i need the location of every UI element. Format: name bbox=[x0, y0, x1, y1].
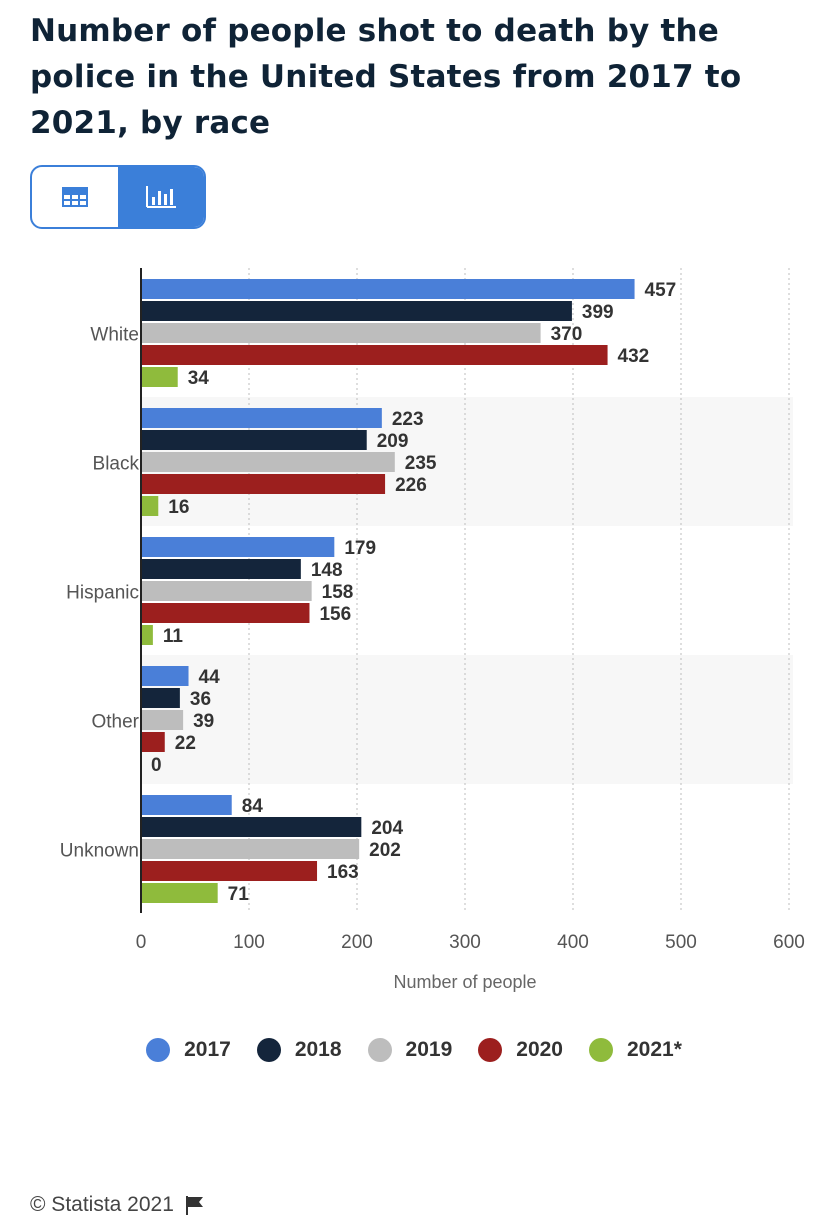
legend-item[interactable]: 2018 bbox=[256, 1038, 342, 1062]
bar-other-2017 bbox=[141, 666, 189, 686]
value-label: 202 bbox=[369, 840, 401, 861]
value-label: 11 bbox=[163, 626, 184, 647]
category-label: Hispanic bbox=[66, 583, 139, 604]
bar-white-2021 bbox=[141, 367, 178, 387]
x-tick-label: 500 bbox=[665, 932, 697, 953]
legend-item[interactable]: 2017 bbox=[146, 1038, 231, 1062]
bar-black-2020 bbox=[141, 474, 386, 494]
value-label: 16 bbox=[168, 497, 189, 518]
legend-label: 2019 bbox=[405, 1038, 453, 1061]
legend-item[interactable]: 2019 bbox=[367, 1038, 453, 1062]
value-label: 235 bbox=[405, 453, 437, 474]
bar-chart-icon bbox=[146, 186, 176, 208]
legend-label: 2020 bbox=[516, 1038, 563, 1061]
value-label: 36 bbox=[190, 689, 211, 710]
legend-item[interactable]: 2021* bbox=[588, 1038, 682, 1062]
value-label: 432 bbox=[618, 346, 650, 367]
value-label: 22 bbox=[175, 733, 196, 754]
legend-dot bbox=[478, 1038, 503, 1062]
value-label: 223 bbox=[392, 409, 424, 430]
category-label: Black bbox=[93, 454, 140, 475]
value-label: 163 bbox=[327, 862, 359, 883]
legend-item[interactable]: 2020 bbox=[478, 1038, 563, 1062]
view-toggle bbox=[30, 165, 206, 229]
legend-dot bbox=[588, 1038, 613, 1062]
value-label: 399 bbox=[582, 302, 614, 323]
x-tick-label: 0 bbox=[136, 932, 147, 953]
value-label: 84 bbox=[242, 796, 264, 817]
bar-hispanic-2019 bbox=[141, 581, 312, 601]
legend-dot bbox=[367, 1038, 392, 1062]
value-label: 71 bbox=[228, 884, 250, 905]
legend-label: 2017 bbox=[184, 1038, 231, 1061]
x-tick-label: 400 bbox=[557, 932, 589, 953]
value-label: 209 bbox=[377, 431, 409, 452]
bar-unknown-2019 bbox=[141, 839, 360, 859]
value-label: 226 bbox=[395, 475, 427, 496]
value-label: 44 bbox=[199, 667, 221, 688]
bar-black-2018 bbox=[141, 430, 367, 450]
bar-hispanic-2018 bbox=[141, 559, 301, 579]
value-label: 158 bbox=[322, 582, 354, 603]
bar-hispanic-2021 bbox=[141, 625, 153, 645]
x-axis-title: Number of people bbox=[393, 972, 536, 992]
bar-black-2019 bbox=[141, 452, 395, 472]
chart-title: Number of people shot to death by the po… bbox=[30, 13, 742, 141]
value-label: 204 bbox=[371, 818, 403, 839]
value-label: 370 bbox=[551, 324, 583, 345]
x-tick-label: 300 bbox=[449, 932, 481, 953]
x-tick-label: 100 bbox=[233, 932, 265, 953]
bar-unknown-2017 bbox=[141, 795, 232, 815]
bar-unknown-2018 bbox=[141, 817, 362, 837]
value-label: 34 bbox=[188, 368, 210, 389]
category-label: Unknown bbox=[60, 841, 139, 862]
flag-icon[interactable] bbox=[184, 1194, 206, 1216]
bar-white-2020 bbox=[141, 345, 608, 365]
legend-label: 2021* bbox=[626, 1038, 682, 1061]
bar-white-2017 bbox=[141, 279, 635, 299]
bar-unknown-2021 bbox=[141, 883, 218, 903]
bar-unknown-2020 bbox=[141, 861, 318, 881]
table-icon bbox=[62, 187, 88, 207]
bar-white-2019 bbox=[141, 323, 541, 343]
x-tick-label: 200 bbox=[341, 932, 373, 953]
legend-label: 2018 bbox=[294, 1038, 342, 1061]
bar-other-2018 bbox=[141, 688, 180, 708]
copyright-text: © Statista 2021 bbox=[30, 1193, 174, 1216]
legend-dot bbox=[146, 1038, 171, 1062]
footer: © Statista 2021 bbox=[30, 1193, 206, 1217]
category-label: Other bbox=[91, 712, 139, 733]
table-view-button[interactable] bbox=[32, 167, 118, 227]
value-label: 0 bbox=[151, 755, 162, 776]
value-label: 179 bbox=[344, 538, 376, 559]
value-label: 39 bbox=[193, 711, 214, 732]
category-label: White bbox=[90, 325, 139, 346]
legend-dot bbox=[256, 1038, 281, 1062]
bar-other-2020 bbox=[141, 732, 165, 752]
bar-black-2017 bbox=[141, 408, 382, 428]
bar-black-2021 bbox=[141, 496, 159, 516]
value-label: 156 bbox=[319, 604, 351, 625]
bar-hispanic-2020 bbox=[141, 603, 310, 623]
chart-view-button[interactable] bbox=[118, 167, 204, 227]
band-shade bbox=[141, 655, 793, 784]
x-tick-label: 600 bbox=[773, 932, 805, 953]
legend: 2017 2018 2019 2020 2021* bbox=[0, 1038, 828, 1062]
bar-white-2018 bbox=[141, 301, 572, 321]
value-label: 148 bbox=[311, 560, 343, 581]
value-label: 457 bbox=[645, 280, 677, 301]
bar-hispanic-2017 bbox=[141, 537, 335, 557]
bar-other-2019 bbox=[141, 710, 184, 730]
